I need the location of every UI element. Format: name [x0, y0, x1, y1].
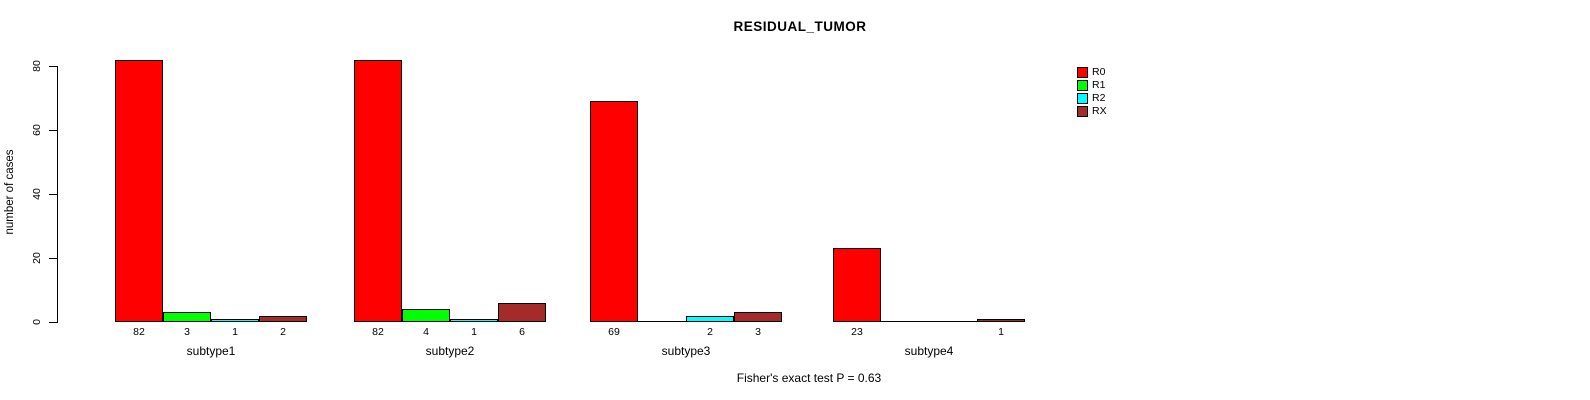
- bar-r1-subtype2: [402, 309, 450, 322]
- y-tick-label: 40: [31, 188, 43, 200]
- bar-value-label: 2: [707, 326, 713, 338]
- bar-r2-subtype2: [450, 319, 498, 322]
- bar-r1-subtype4-zero: [881, 321, 929, 322]
- bar-r2-subtype1: [211, 319, 259, 322]
- y-tick-label: 80: [31, 60, 43, 72]
- bar-value-label: 2: [280, 326, 286, 338]
- bar-rx-subtype3: [734, 312, 782, 322]
- y-tick-label: 20: [31, 252, 43, 264]
- bar-r1-subtype1: [163, 312, 211, 322]
- bar-rx-subtype2: [498, 303, 546, 322]
- y-tick-mark: [49, 322, 57, 323]
- bar-r2-subtype4-zero: [929, 321, 977, 322]
- group-label-subtype3: subtype3: [661, 344, 711, 358]
- bar-value-label: 1: [998, 326, 1004, 338]
- y-tick-label: 60: [31, 124, 43, 136]
- bar-r1-subtype3-zero: [638, 321, 686, 322]
- bar-value-label: 6: [519, 326, 525, 338]
- bar-value-label: 1: [471, 326, 477, 338]
- chart-title: RESIDUAL_TUMOR: [733, 19, 867, 34]
- fisher-test-annotation: Fisher's exact test P = 0.63: [736, 371, 882, 385]
- legend-label-r0: R0: [1092, 66, 1106, 78]
- bar-r0-subtype2: [354, 60, 402, 322]
- bar-r0-subtype3: [590, 101, 638, 322]
- bar-r0-subtype1: [115, 60, 163, 322]
- y-tick-label: 0: [31, 319, 43, 325]
- y-axis-line: [57, 66, 58, 323]
- bar-value-label: 69: [608, 326, 620, 338]
- bar-value-label: 3: [184, 326, 190, 338]
- legend-label-r1: R1: [1092, 79, 1106, 91]
- bar-r2-subtype3: [686, 316, 734, 322]
- bar-value-label: 3: [755, 326, 761, 338]
- bar-r0-subtype4: [833, 248, 881, 322]
- bar-value-label: 1: [232, 326, 238, 338]
- legend-label-rx: RX: [1092, 105, 1107, 117]
- y-axis-label: number of cases: [4, 149, 16, 235]
- legend-label-r2: R2: [1092, 92, 1106, 104]
- bar-value-label: 4: [423, 326, 429, 338]
- bar-rx-subtype1: [259, 316, 307, 322]
- y-tick-mark: [49, 130, 57, 131]
- bar-value-label: 82: [372, 326, 384, 338]
- group-label-subtype4: subtype4: [904, 344, 954, 358]
- legend-swatch-r2: [1077, 93, 1088, 104]
- group-label-subtype2: subtype2: [425, 344, 475, 358]
- y-tick-mark: [49, 258, 57, 259]
- bar-value-label: 23: [851, 326, 863, 338]
- legend-swatch-r0: [1077, 67, 1088, 78]
- legend-swatch-rx: [1077, 106, 1088, 117]
- bar-rx-subtype4: [977, 319, 1025, 322]
- bar-value-label: 82: [133, 326, 145, 338]
- y-tick-mark: [49, 66, 57, 67]
- group-label-subtype1: subtype1: [186, 344, 236, 358]
- legend-swatch-r1: [1077, 80, 1088, 91]
- y-tick-mark: [49, 194, 57, 195]
